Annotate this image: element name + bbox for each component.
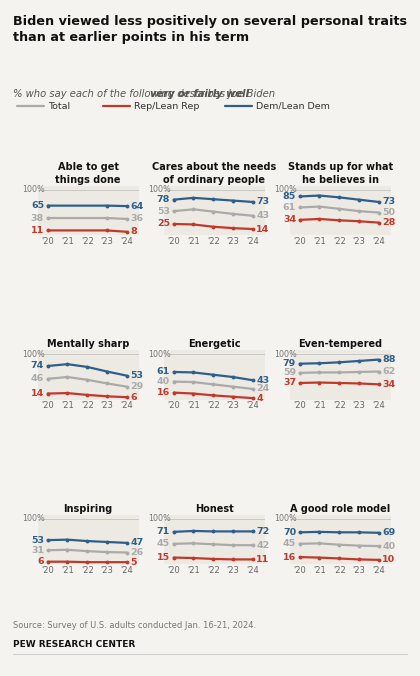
Text: 70: 70 <box>283 528 296 537</box>
Text: 25: 25 <box>157 220 170 228</box>
Text: 14: 14 <box>31 389 44 398</box>
Text: 16: 16 <box>157 388 170 397</box>
Text: % who say each of the following describes Joe Biden: % who say each of the following describe… <box>13 89 278 99</box>
Text: 100%: 100% <box>22 349 45 358</box>
Text: 11: 11 <box>256 555 270 564</box>
Text: 69: 69 <box>382 528 396 537</box>
Text: 53: 53 <box>130 371 143 380</box>
Text: 36: 36 <box>130 214 143 224</box>
Text: 34: 34 <box>382 380 395 389</box>
Text: 40: 40 <box>157 377 170 386</box>
Text: 16: 16 <box>283 552 296 562</box>
Text: 85: 85 <box>283 192 296 201</box>
Text: 53: 53 <box>31 535 44 545</box>
Text: 47: 47 <box>130 538 144 548</box>
Text: 100%: 100% <box>274 514 297 523</box>
Text: Dem/Lean Dem: Dem/Lean Dem <box>256 101 330 111</box>
Text: 62: 62 <box>382 367 396 376</box>
Text: Mentally sharp: Mentally sharp <box>47 339 129 349</box>
Text: 88: 88 <box>382 355 396 364</box>
Text: 64: 64 <box>130 201 144 211</box>
Text: 26: 26 <box>130 548 144 557</box>
Text: Total: Total <box>48 101 71 111</box>
Text: Inspiring: Inspiring <box>63 504 113 514</box>
Text: 45: 45 <box>157 539 170 548</box>
Text: 100%: 100% <box>274 185 297 194</box>
Text: 10: 10 <box>382 556 395 564</box>
Text: 59: 59 <box>283 368 296 377</box>
Text: 73: 73 <box>382 197 395 206</box>
Text: very or fairly well: very or fairly well <box>150 89 249 99</box>
Text: 37: 37 <box>283 379 296 387</box>
Text: 100%: 100% <box>22 514 45 523</box>
Text: 6: 6 <box>37 557 44 566</box>
Text: Source: Survey of U.S. adults conducted Jan. 16-21, 2024.: Source: Survey of U.S. adults conducted … <box>13 621 256 630</box>
Text: 42: 42 <box>256 541 270 550</box>
Text: 74: 74 <box>31 362 44 370</box>
Text: Even-tempered: Even-tempered <box>298 339 382 349</box>
Text: 100%: 100% <box>148 514 171 523</box>
Text: Biden viewed less positively on several personal traits
than at earlier points i: Biden viewed less positively on several … <box>13 15 407 45</box>
Text: 61: 61 <box>283 203 296 212</box>
Text: 45: 45 <box>283 539 296 548</box>
Text: 11: 11 <box>31 226 44 235</box>
Text: Cares about the needs
of ordinary people: Cares about the needs of ordinary people <box>152 162 276 185</box>
Text: 4: 4 <box>256 393 263 403</box>
Text: Stands up for what
he believes in: Stands up for what he believes in <box>288 162 393 185</box>
Text: Rep/Lean Rep: Rep/Lean Rep <box>134 101 200 111</box>
Text: 61: 61 <box>157 368 170 377</box>
Text: Able to get
things done: Able to get things done <box>55 162 121 185</box>
Text: 31: 31 <box>31 546 44 555</box>
Text: 8: 8 <box>130 227 137 237</box>
Text: 72: 72 <box>256 527 270 536</box>
Text: 40: 40 <box>382 541 395 550</box>
Text: 43: 43 <box>256 376 269 385</box>
Text: 34: 34 <box>283 216 296 224</box>
Text: A good role model: A good role model <box>290 504 390 514</box>
Text: 100%: 100% <box>274 349 297 358</box>
Text: 5: 5 <box>130 558 137 566</box>
Text: 14: 14 <box>256 224 270 233</box>
Text: 28: 28 <box>382 218 396 227</box>
Text: 15: 15 <box>157 553 170 562</box>
Text: 24: 24 <box>256 385 270 393</box>
Text: 50: 50 <box>382 208 395 217</box>
Text: 65: 65 <box>31 201 44 210</box>
Text: 100%: 100% <box>148 185 171 194</box>
Text: Energetic: Energetic <box>188 339 241 349</box>
Text: 78: 78 <box>157 195 170 204</box>
Text: PEW RESEARCH CENTER: PEW RESEARCH CENTER <box>13 640 135 649</box>
Text: 53: 53 <box>157 207 170 216</box>
Text: Honest: Honest <box>195 504 234 514</box>
Text: 79: 79 <box>283 359 296 368</box>
Text: 71: 71 <box>157 527 170 536</box>
Text: 100%: 100% <box>148 349 171 358</box>
Text: 6: 6 <box>130 393 137 402</box>
Text: 46: 46 <box>31 375 44 383</box>
Text: 43: 43 <box>256 211 269 220</box>
Text: 100%: 100% <box>22 185 45 194</box>
Text: 29: 29 <box>130 382 144 391</box>
Text: 38: 38 <box>31 214 44 222</box>
Text: 73: 73 <box>256 197 269 206</box>
